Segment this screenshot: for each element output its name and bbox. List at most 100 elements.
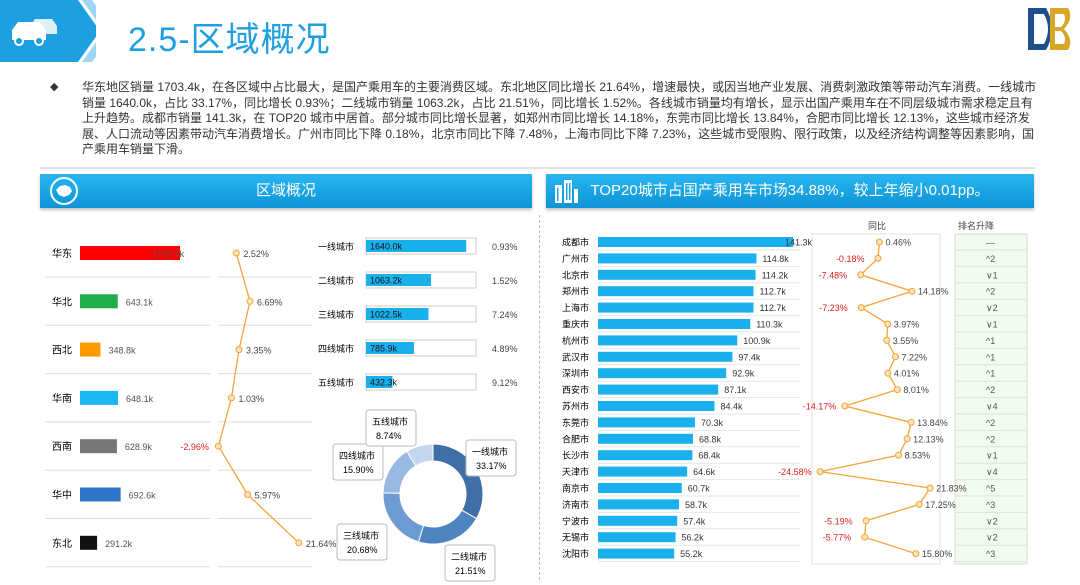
city-value-label: 87.1k bbox=[724, 385, 747, 395]
region-bar bbox=[80, 487, 121, 502]
region-label: 西北 bbox=[52, 345, 72, 357]
city-value-label: 56.2k bbox=[682, 533, 705, 543]
city-bar bbox=[598, 302, 754, 313]
yoy-point bbox=[214, 442, 222, 450]
tier-bar bbox=[366, 308, 429, 320]
city-label: 合肥市 bbox=[562, 433, 589, 444]
summary-text: 华东地区销量 1703.4k，在各区域中占比最大，是国产乘用车的主要消费区域。东… bbox=[82, 80, 1037, 156]
tier-bar bbox=[366, 342, 415, 354]
tier-chart-svg: 一线城市 1640.0k 0.93% 二线城市 1063.2k 1.52% 三线城市 1022… bbox=[318, 237, 518, 582]
city-value-label: 58.7k bbox=[685, 500, 708, 510]
left-banner: 区域概况 bbox=[40, 174, 532, 208]
city-value-label: 57.4k bbox=[683, 516, 706, 526]
tier-value-label: 1063.2k bbox=[370, 276, 403, 286]
donut-callout-box bbox=[465, 439, 517, 477]
city-value-label: 141.3k bbox=[785, 238, 813, 248]
yoy-panel bbox=[811, 233, 941, 565]
city-yoy-point bbox=[841, 402, 849, 410]
rank-change-label: ^1 bbox=[986, 336, 995, 346]
vertical-divider bbox=[539, 215, 540, 580]
region-bar bbox=[80, 439, 117, 454]
city-value-label: 114.2k bbox=[762, 270, 789, 280]
city-yoy-label: -24.58% bbox=[778, 467, 812, 477]
city-value-label: 100.9k bbox=[743, 336, 771, 346]
city-bar bbox=[598, 269, 756, 280]
city-label: 重庆市 bbox=[562, 319, 589, 330]
city-bar bbox=[598, 499, 680, 510]
tier-yoy-label: 9.12% bbox=[492, 378, 518, 388]
city-yoy-label: 21.83% bbox=[936, 484, 967, 494]
region-value-label: 628.9k bbox=[125, 442, 153, 452]
city-yoy-label: 7.22% bbox=[901, 352, 927, 362]
yoy-point bbox=[246, 297, 254, 305]
donut-callout-label: 二线城市 bbox=[451, 551, 487, 562]
city-bar bbox=[598, 417, 696, 428]
region-bar bbox=[80, 390, 119, 405]
city-label: 上海市 bbox=[562, 302, 589, 313]
city-label: 济南市 bbox=[562, 499, 589, 510]
rank-change-label: ^3 bbox=[986, 549, 995, 559]
right-banner-title: TOP20城市占国产乘用车市场34.88%，较上年缩小0.01pp。 bbox=[590, 182, 990, 199]
rank-change-label: ∨4 bbox=[986, 402, 998, 412]
rank-panel bbox=[954, 233, 1028, 565]
city-bar bbox=[598, 384, 719, 395]
city-label: 广州市 bbox=[562, 253, 589, 264]
city-yoy-label: 17.25% bbox=[925, 500, 956, 510]
yoy-label: 3.35% bbox=[246, 346, 272, 356]
donut-callout-value: 21.51% bbox=[455, 566, 486, 576]
tier-yoy-label: 1.52% bbox=[492, 276, 518, 286]
city-yoy-label: -7.48% bbox=[819, 270, 848, 280]
donut-callout-label: 四线城市 bbox=[339, 450, 375, 461]
city-bar bbox=[598, 335, 738, 346]
city-yoy-point bbox=[893, 386, 901, 394]
brand-logo-icon bbox=[1028, 8, 1071, 50]
region-label: 华南 bbox=[52, 392, 72, 405]
city-value-label: 97.4k bbox=[738, 352, 761, 362]
yoy-point bbox=[227, 394, 235, 402]
city-value-label: 64.6k bbox=[693, 467, 716, 477]
yoy-point bbox=[232, 249, 240, 257]
tier-bar bbox=[366, 240, 467, 252]
rank-change-label: ^5 bbox=[986, 484, 995, 494]
region-value-label: 643.1k bbox=[126, 297, 154, 307]
page-header: 2.5-区域概况 bbox=[0, 0, 1080, 66]
tier-value-label: 785.9k bbox=[370, 344, 398, 354]
city-bar bbox=[598, 515, 678, 526]
city-value-label: 114.8k bbox=[762, 254, 789, 264]
donut-callout-box bbox=[444, 544, 496, 582]
bullet-icon: ◆ bbox=[50, 81, 59, 93]
region-label: 华中 bbox=[52, 489, 72, 502]
city-label: 武汉市 bbox=[562, 351, 589, 362]
city-yoy-point bbox=[926, 484, 934, 492]
tier-yoy-label: 4.89% bbox=[492, 344, 518, 354]
city-bar bbox=[598, 286, 754, 297]
city-label: 无锡市 bbox=[562, 532, 589, 543]
city-bar bbox=[598, 532, 676, 543]
city-value-label: 112.7k bbox=[760, 287, 787, 297]
city-label: 西安市 bbox=[562, 384, 589, 395]
city-bar bbox=[598, 237, 793, 247]
region-label: 西南 bbox=[52, 440, 72, 453]
city-label: 东莞市 bbox=[562, 417, 589, 428]
yoy-point bbox=[295, 539, 303, 547]
city-yoy-point bbox=[908, 287, 916, 295]
donut-callout-label: 三线城市 bbox=[343, 530, 379, 541]
region-bar bbox=[80, 342, 101, 357]
city-yoy-point bbox=[816, 468, 824, 476]
city-value-label: 60.7k bbox=[688, 484, 711, 494]
city-yoy-label: -14.17% bbox=[803, 402, 837, 412]
yoy-label: 6.69% bbox=[257, 297, 283, 307]
tier-label: 二线城市 bbox=[318, 275, 354, 286]
city-yoy-point bbox=[891, 353, 899, 361]
rank-change-label: ∨1 bbox=[986, 320, 998, 330]
city-yoy-label: 14.18% bbox=[918, 287, 949, 297]
region-label: 东北 bbox=[52, 537, 72, 550]
city-label: 沈阳市 bbox=[562, 548, 589, 559]
rank-change-label: ^2 bbox=[986, 418, 995, 428]
rank-change-label: ^2 bbox=[986, 287, 995, 297]
city-yoy-point bbox=[915, 500, 923, 508]
donut-callout-value: 33.17% bbox=[476, 461, 507, 471]
yoy-point bbox=[235, 346, 243, 354]
city-yoy-point bbox=[884, 320, 892, 328]
city-yoy-point bbox=[907, 418, 915, 426]
